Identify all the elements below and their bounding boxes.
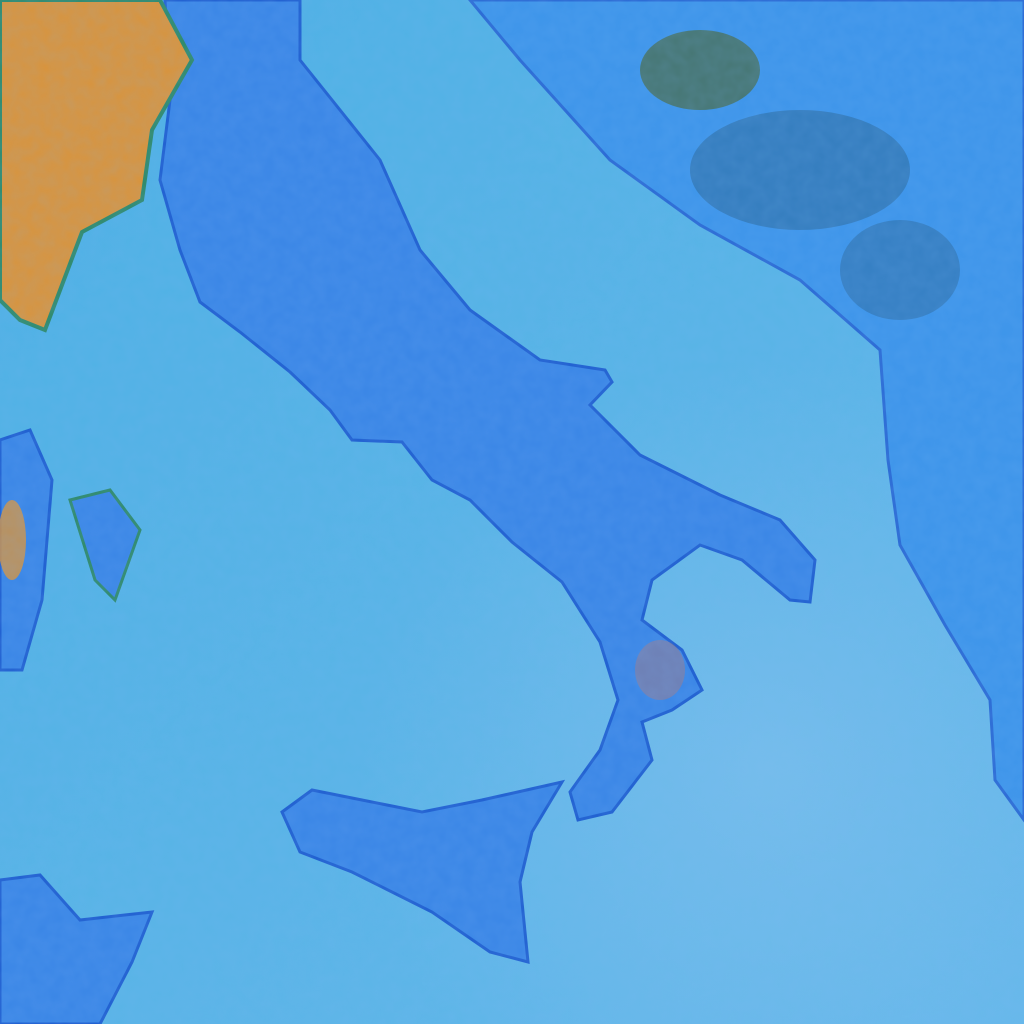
- satellite-scene: [0, 0, 1024, 1024]
- texture: [0, 0, 1024, 1024]
